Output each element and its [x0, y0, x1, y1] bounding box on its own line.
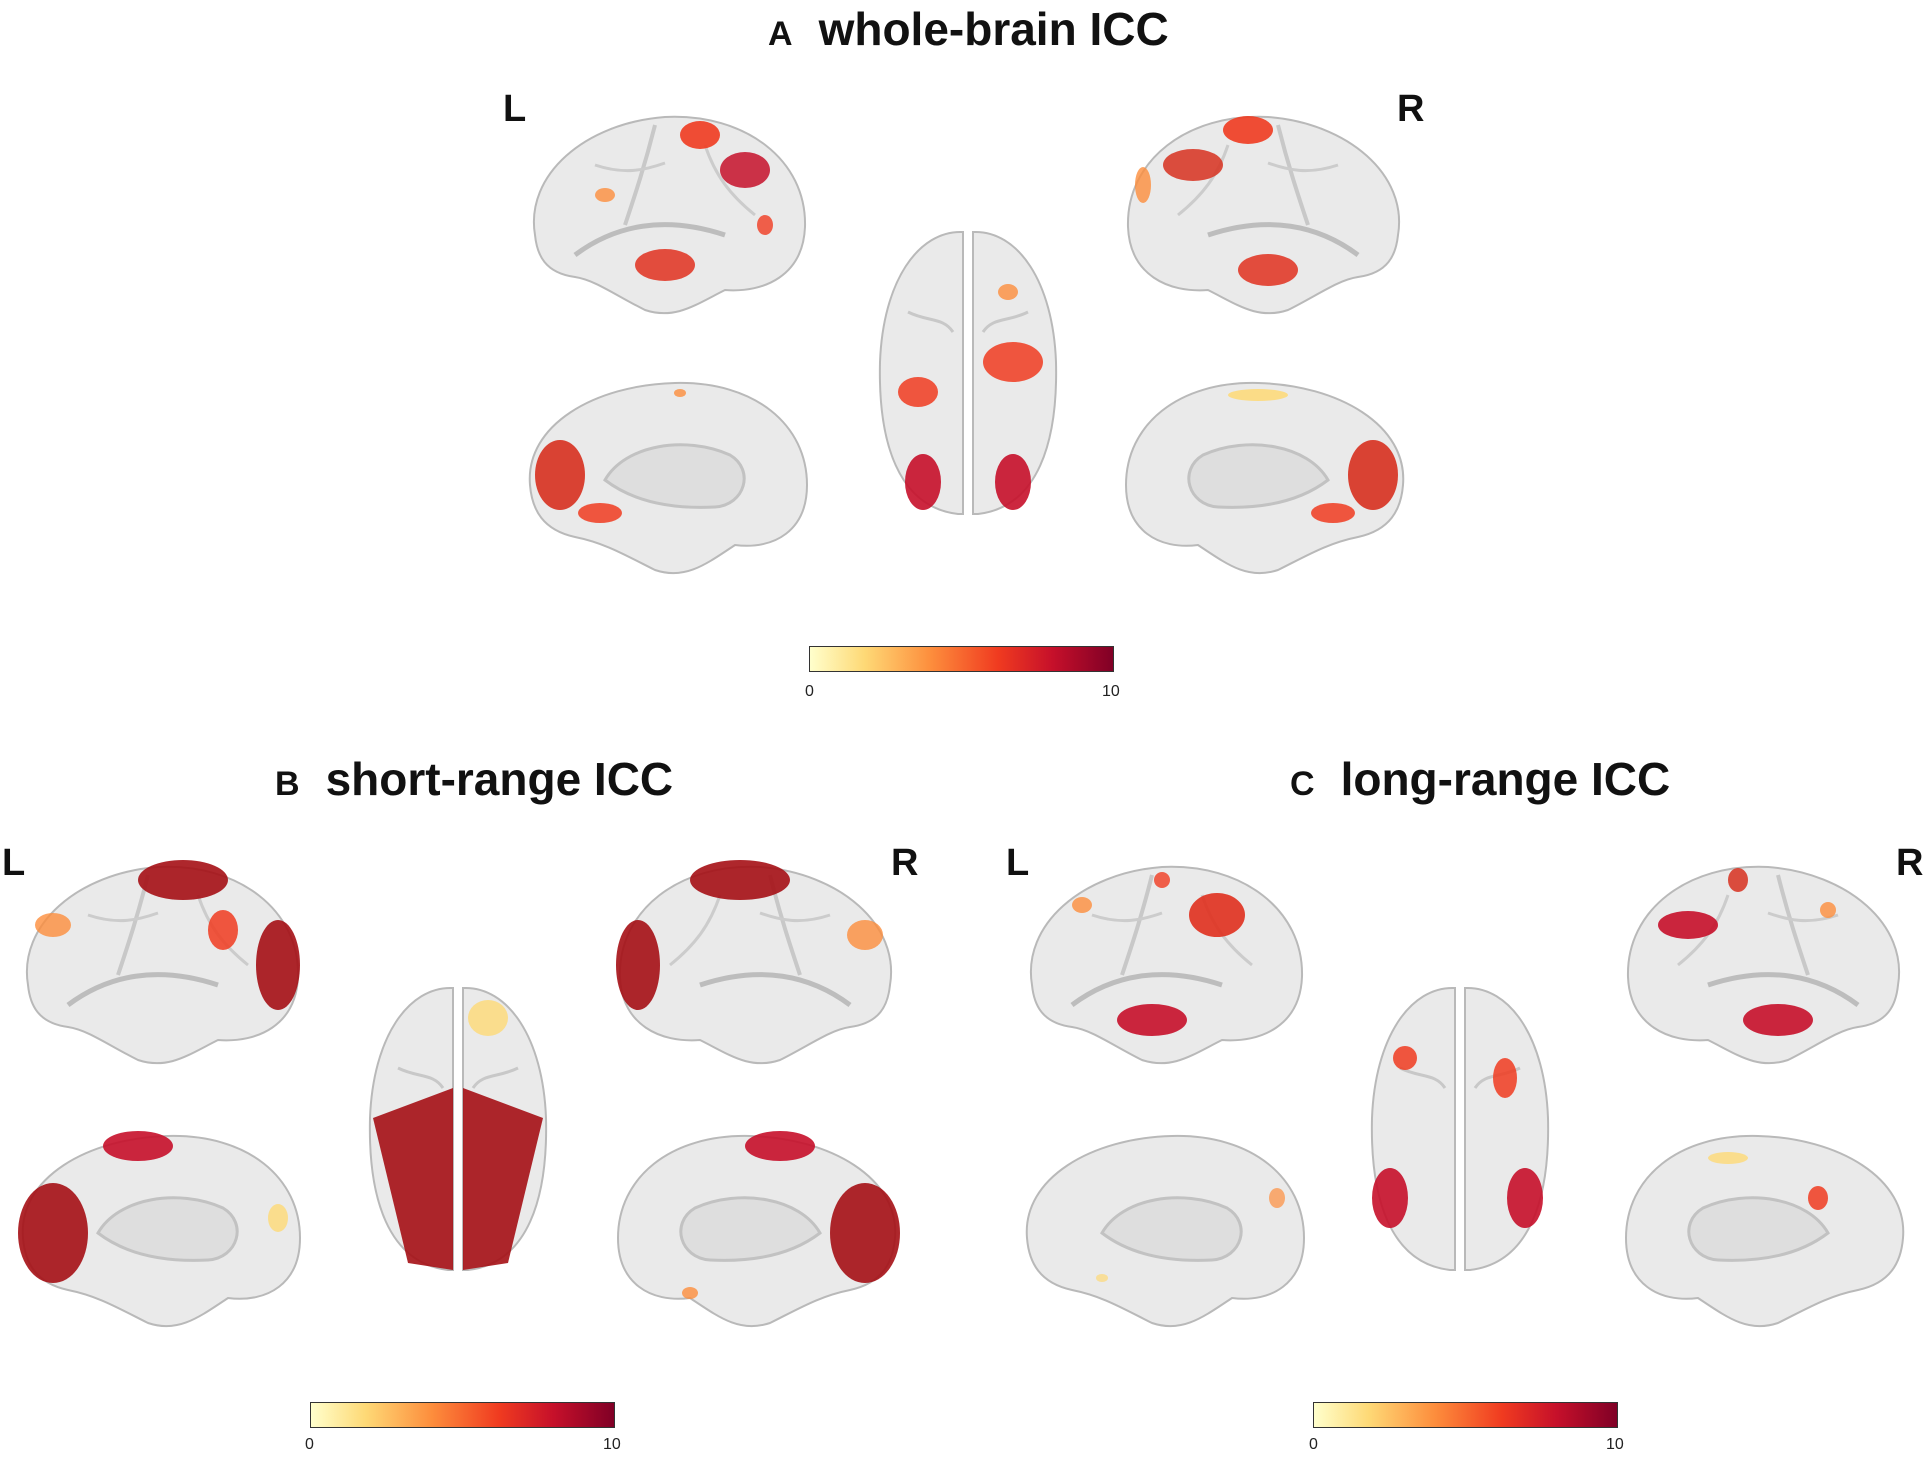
panel-a-left-lateral-brain — [515, 105, 815, 325]
panel-a-left-medial-brain — [515, 365, 815, 585]
panel-c-dorsal-brain — [1350, 978, 1570, 1278]
panel-a-dorsal-brain — [858, 222, 1078, 522]
panel-c-text: long-range ICC — [1340, 753, 1671, 805]
panel-c-colorbar — [1313, 1402, 1618, 1428]
panel-b-letter: B — [275, 765, 300, 803]
panel-a-left-label: L — [503, 88, 527, 130]
panel-b-colorbar-min: 0 — [305, 1436, 314, 1453]
panel-b-colorbar — [310, 1402, 615, 1428]
panel-c-right-medial-brain — [1618, 1118, 1918, 1338]
panel-c-letter: C — [1290, 765, 1315, 803]
panel-b-left-medial-brain — [18, 1131, 308, 1338]
panel-a-right-medial-brain — [1118, 365, 1418, 585]
panel-a-right-lateral-brain — [1118, 105, 1418, 325]
panel-c-left-label: L — [1006, 842, 1030, 884]
panel-a-colorbar — [809, 646, 1114, 672]
panel-c-right-label: R — [1896, 842, 1924, 884]
panel-c-left-medial-brain — [1012, 1118, 1312, 1338]
panel-c-left-lateral-brain — [1012, 855, 1312, 1075]
panel-b-colorbar-max: 10 — [603, 1436, 621, 1453]
panel-b-right-label: R — [891, 842, 919, 884]
panel-a-colorbar-min: 0 — [805, 683, 814, 700]
panel-a-letter: A — [768, 15, 793, 53]
panel-c-colorbar-min: 0 — [1309, 1436, 1318, 1453]
panel-b-left-lateral-brain — [8, 860, 308, 1075]
panel-b-right-lateral-brain — [616, 860, 910, 1075]
panel-c-colorbar-max: 10 — [1606, 1436, 1624, 1453]
panel-b-text: short-range ICC — [325, 753, 674, 805]
panel-a-colorbar-max: 10 — [1102, 683, 1120, 700]
panel-b-right-medial-brain — [610, 1131, 900, 1338]
panel-b-left-label: L — [2, 842, 26, 884]
panel-a-right-label: R — [1397, 88, 1425, 130]
panel-c-right-lateral-brain — [1618, 855, 1918, 1075]
panel-b-dorsal-brain — [348, 978, 568, 1278]
panel-a-text: whole-brain ICC — [818, 3, 1169, 55]
